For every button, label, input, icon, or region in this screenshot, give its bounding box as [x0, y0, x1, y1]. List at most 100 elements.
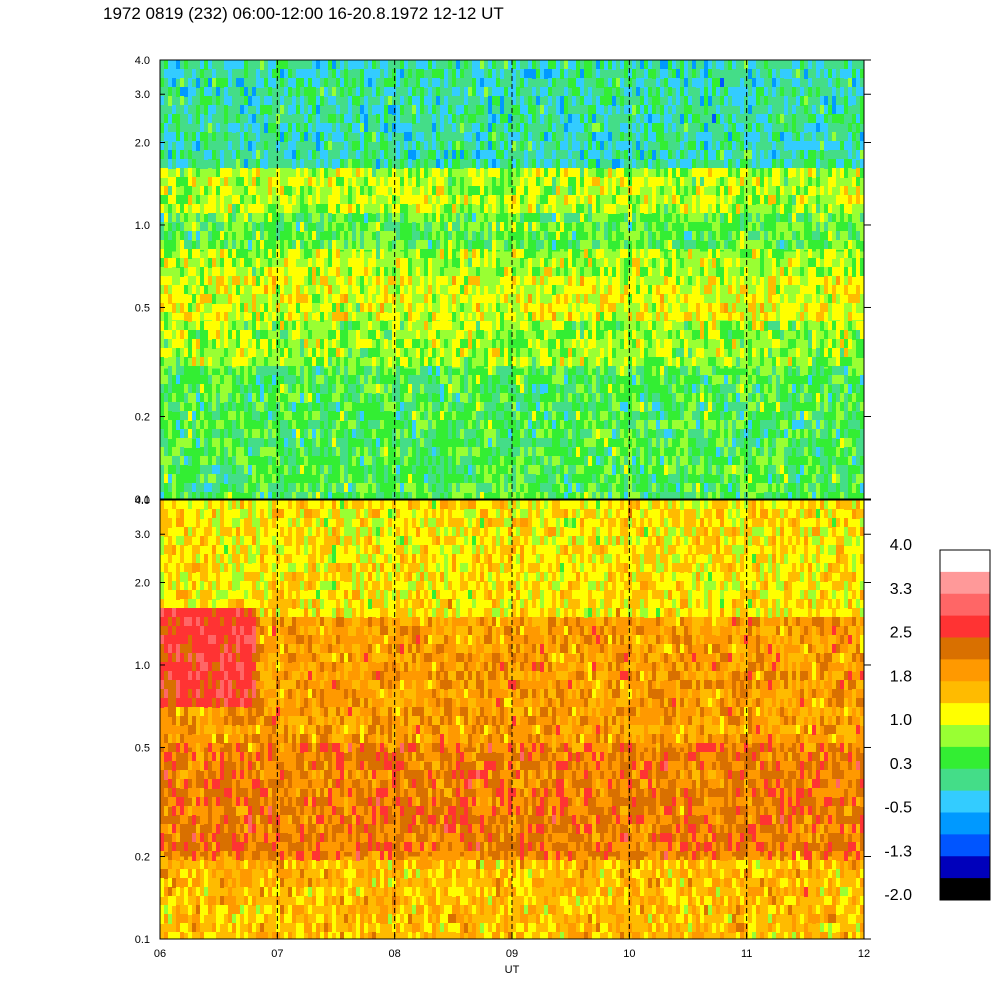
heatmap-cell-440 [204, 60, 208, 70]
heatmap-cell-2653 [428, 213, 432, 223]
heatmap-cell-993 [256, 393, 260, 403]
heatmap-cell-1546 [316, 114, 320, 124]
heatmap-cell-579 [216, 276, 220, 286]
heatmap-cell-3436 [504, 483, 508, 493]
heatmap-cell-4433 [604, 483, 608, 493]
heatmap-cell-2072 [368, 222, 372, 232]
heatmap-cell-3605 [524, 186, 528, 196]
heatmap-cell-4044 [568, 213, 572, 223]
heatmap-cell-1592 [320, 141, 324, 151]
heatmap-cell-251 [184, 105, 188, 115]
heatmap-cell-4349 [596, 429, 600, 439]
heatmap-cell-1421 [300, 447, 304, 457]
heatmap-cell-4914 [656, 357, 660, 367]
heatmap-cell-4302 [592, 411, 596, 421]
heatmap-cell-2449 [408, 96, 412, 106]
heatmap-cell-95 [168, 195, 172, 205]
heatmap-cell-2380 [400, 267, 404, 277]
heatmap-cell-1025 [260, 330, 264, 340]
heatmap-cell-3948 [556, 474, 560, 484]
heatmap-cell-474 [204, 456, 208, 466]
heatmap-cell-1278 [288, 105, 292, 115]
heatmap-cell-2245 [384, 456, 388, 466]
heatmap-cell-2860 [448, 321, 452, 331]
heatmap-cell-3393 [500, 429, 504, 439]
heatmap-cell-1425 [300, 492, 304, 499]
heatmap-cell-2859 [448, 303, 452, 313]
heatmap-cell-3592 [520, 474, 524, 484]
heatmap-cell-607 [220, 132, 224, 142]
heatmap-cell-2939 [456, 348, 460, 358]
heatmap-cell-1752 [336, 204, 340, 214]
heatmap-cell-4506 [616, 114, 620, 124]
heatmap-cell-3688 [532, 186, 536, 196]
heatmap-cell-902 [248, 276, 252, 286]
heatmap-cell-4317 [596, 114, 600, 124]
heatmap-cell-1677 [328, 285, 332, 295]
heatmap-cell-3361 [500, 96, 504, 106]
heatmap-cell-2278 [388, 447, 392, 457]
heatmap-cell-4208 [584, 285, 588, 295]
heatmap-cell-4949 [660, 303, 664, 313]
heatmap-cell-4298 [592, 375, 596, 385]
heatmap-cell-3640 [528, 132, 532, 142]
heatmap-cell-3814 [544, 240, 548, 250]
heatmap-cell-982 [256, 258, 260, 268]
heatmap-cell-2663 [428, 348, 432, 358]
heatmap-cell-1141 [272, 294, 276, 304]
heatmap-cell-719 [228, 492, 232, 499]
heatmap-cell-4049 [568, 276, 572, 286]
heatmap-cell-3084 [472, 186, 476, 196]
heatmap-cell-1710 [332, 204, 336, 214]
heatmap-cell-4580 [624, 114, 628, 124]
heatmap-cell-4184 [580, 456, 584, 466]
heatmap-cell-4888 [656, 78, 660, 88]
heatmap-cell-1187 [276, 402, 280, 412]
heatmap-cell-3920 [556, 159, 560, 169]
heatmap-cell-1693 [328, 474, 332, 484]
heatmap-cell-490 [208, 168, 212, 178]
heatmap-cell-2900 [452, 312, 456, 322]
heatmap-cell-4147 [576, 492, 580, 499]
heatmap-cell-16 [160, 231, 164, 241]
heatmap-cell-1313 [292, 60, 296, 70]
heatmap-cell-418 [200, 294, 204, 304]
heatmap-cell-363 [196, 78, 200, 88]
heatmap-cell-4723 [636, 321, 640, 331]
heatmap-cell-4219 [584, 420, 588, 430]
heatmap-cell-3580 [520, 339, 524, 349]
heatmap-cell-2680 [432, 60, 436, 70]
heatmap-cell-1098 [268, 312, 272, 322]
heatmap-cell-4338 [596, 312, 600, 322]
heatmap-cell-1717 [332, 276, 336, 286]
heatmap-cell-4621 [628, 132, 632, 142]
heatmap-cell-3484 [512, 132, 516, 142]
heatmap-cell-2040 [364, 285, 368, 295]
heatmap-cell-4697 [636, 69, 640, 79]
heatmap-cell-3827 [544, 393, 548, 403]
heatmap-cell-4687 [632, 402, 636, 412]
heatmap-cell-4397 [604, 114, 608, 124]
heatmap-cell-2632 [424, 393, 428, 403]
heatmap-cell-2258 [388, 177, 392, 187]
heatmap-cell-4526 [616, 366, 620, 376]
heatmap-cell-917 [248, 465, 252, 475]
heatmap-cell-2910 [452, 420, 456, 430]
heatmap-cell-4083 [572, 213, 576, 223]
heatmap-cell-2105 [372, 186, 376, 196]
heatmap-cell-364 [196, 105, 200, 115]
heatmap-cell-4781 [644, 159, 648, 169]
heatmap-cell-1505 [312, 96, 316, 106]
heatmap-cell-1089 [268, 204, 272, 214]
heatmap-cell-1897 [348, 411, 352, 421]
heatmap-cell-2514 [412, 411, 416, 421]
heatmap-cell-140 [172, 213, 176, 223]
heatmap-cell-2730 [436, 141, 440, 151]
heatmap-cell-4026 [564, 465, 568, 475]
heatmap-cell-2565 [420, 96, 424, 106]
heatmap-cell-1090 [268, 213, 272, 223]
heatmap-cell-2988 [460, 402, 464, 412]
heatmap-cell-823 [240, 312, 244, 322]
heatmap-cell-2948 [456, 438, 460, 448]
heatmap-cell-1663 [328, 141, 332, 151]
